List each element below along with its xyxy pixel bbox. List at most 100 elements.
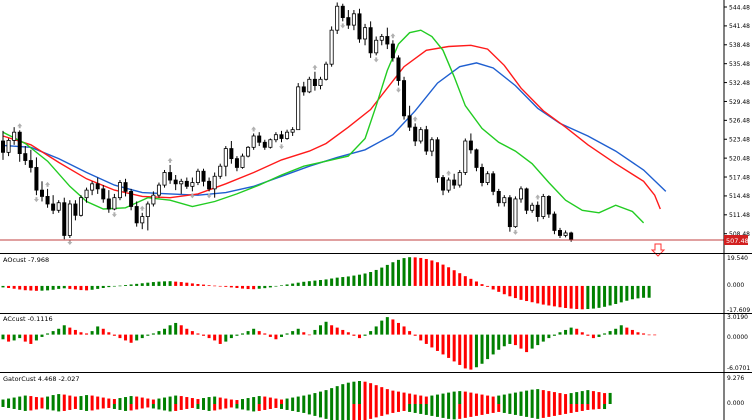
gator-upper-bar xyxy=(101,397,105,404)
gator-upper-bar xyxy=(385,389,389,404)
candle xyxy=(318,76,323,90)
histogram-bar xyxy=(157,331,161,335)
histogram-bar xyxy=(151,282,155,286)
histogram-bar xyxy=(46,333,50,335)
histogram-bar xyxy=(112,334,116,336)
current-price-tag: 507.48 xyxy=(724,235,749,245)
histogram-bar xyxy=(157,281,161,286)
histogram-bar xyxy=(46,285,50,291)
price-tick-label: 538.48 xyxy=(729,42,750,49)
histogram-bar xyxy=(213,334,217,341)
gator-lower-bar xyxy=(163,404,167,411)
gator-lower-bar xyxy=(280,404,283,409)
gator-lower-bar xyxy=(357,404,361,420)
accust-pane[interactable]: ACcust -0.1116 3.0190 0.0000 -6.0701 xyxy=(1,314,751,372)
candle xyxy=(117,180,122,201)
gator-lower-bar xyxy=(480,404,484,415)
gator-upper-bar xyxy=(107,398,111,404)
candle xyxy=(563,230,568,238)
histogram-bar xyxy=(280,334,283,337)
gator-lower-bar xyxy=(135,404,139,410)
gator-upper-bar xyxy=(419,395,423,404)
candle xyxy=(346,10,351,29)
histogram-bar xyxy=(252,285,256,290)
gator-upper-bar xyxy=(179,396,183,404)
candle xyxy=(552,211,557,235)
candle xyxy=(234,156,239,172)
gatorcust-pane[interactable]: GatorCust 4.468 -2.027 9.276 0.000 xyxy=(1,375,745,420)
gator-lower-bar xyxy=(307,404,311,415)
gator-lower-bar xyxy=(202,404,206,410)
gator-upper-bar xyxy=(23,395,27,404)
aocust-histogram xyxy=(1,257,651,310)
gator-lower-bar xyxy=(96,404,100,410)
histogram-bar xyxy=(241,285,245,289)
histogram-bar xyxy=(179,325,183,335)
candle xyxy=(123,178,128,197)
candle xyxy=(90,181,95,196)
histogram-bar xyxy=(525,285,529,302)
histogram-bar xyxy=(430,334,434,348)
candle xyxy=(162,169,167,188)
histogram-bar xyxy=(224,334,228,342)
gator-lower-bar xyxy=(229,404,233,408)
histogram-bar xyxy=(291,283,295,286)
histogram-bar xyxy=(12,334,16,341)
histogram-bar xyxy=(653,334,657,336)
histogram-bar xyxy=(519,285,523,300)
aocust-tick-zero: 0.000 xyxy=(727,282,744,289)
histogram-bar xyxy=(536,334,540,346)
gator-lower-bar xyxy=(235,404,239,409)
gator-upper-bar xyxy=(391,390,395,404)
histogram-bar xyxy=(18,334,22,339)
candle xyxy=(101,185,106,203)
gator-upper-bar xyxy=(508,393,512,404)
histogram-bar xyxy=(112,285,116,287)
histogram-bar xyxy=(385,317,389,335)
histogram-bar xyxy=(124,285,128,286)
gator-lower-bar xyxy=(23,404,27,411)
histogram-bar xyxy=(502,285,506,295)
fractal-down-icon xyxy=(373,57,379,63)
histogram-bar xyxy=(463,276,467,286)
gator-upper-bar xyxy=(580,391,584,404)
price-pane[interactable] xyxy=(0,2,724,257)
gator-upper-bar xyxy=(541,390,545,404)
histogram-bar xyxy=(608,285,612,306)
gator-upper-bar xyxy=(380,387,384,404)
histogram-bar xyxy=(346,276,350,286)
candle xyxy=(285,129,290,140)
histogram-bar xyxy=(547,334,551,339)
histogram-bar xyxy=(213,285,217,287)
histogram-bar xyxy=(502,334,506,347)
candle xyxy=(424,125,429,155)
aocust-pane[interactable]: AOcust -7.968 19.540 0.000 -17.609 xyxy=(1,255,751,314)
gator-lower-bar xyxy=(46,404,50,410)
histogram-bar xyxy=(163,281,167,286)
histogram-bar xyxy=(363,273,367,286)
gator-upper-bar xyxy=(218,397,222,404)
gator-upper-bar xyxy=(246,398,250,404)
gator-upper-bar xyxy=(157,398,161,404)
histogram-bar xyxy=(430,260,434,286)
gator-lower-bar xyxy=(391,404,395,413)
gator-upper-bar xyxy=(519,391,523,404)
candle xyxy=(6,138,11,157)
gator-upper-bar xyxy=(474,393,478,404)
gator-lower-bar xyxy=(502,404,506,413)
gator-upper-bar xyxy=(536,389,540,404)
histogram-bar xyxy=(96,326,100,335)
fractal-up-icon xyxy=(535,194,541,200)
candle xyxy=(357,8,362,43)
histogram-bar xyxy=(591,334,595,339)
gator-lower-bar xyxy=(324,404,328,419)
gator-upper-bar xyxy=(357,381,361,404)
histogram-bar xyxy=(118,334,122,339)
histogram-bar xyxy=(196,333,200,335)
histogram-bar xyxy=(335,277,339,286)
candle xyxy=(301,81,306,96)
gator-lower-bar xyxy=(513,404,517,415)
gator-upper-bar xyxy=(558,393,562,404)
candle xyxy=(229,141,234,164)
